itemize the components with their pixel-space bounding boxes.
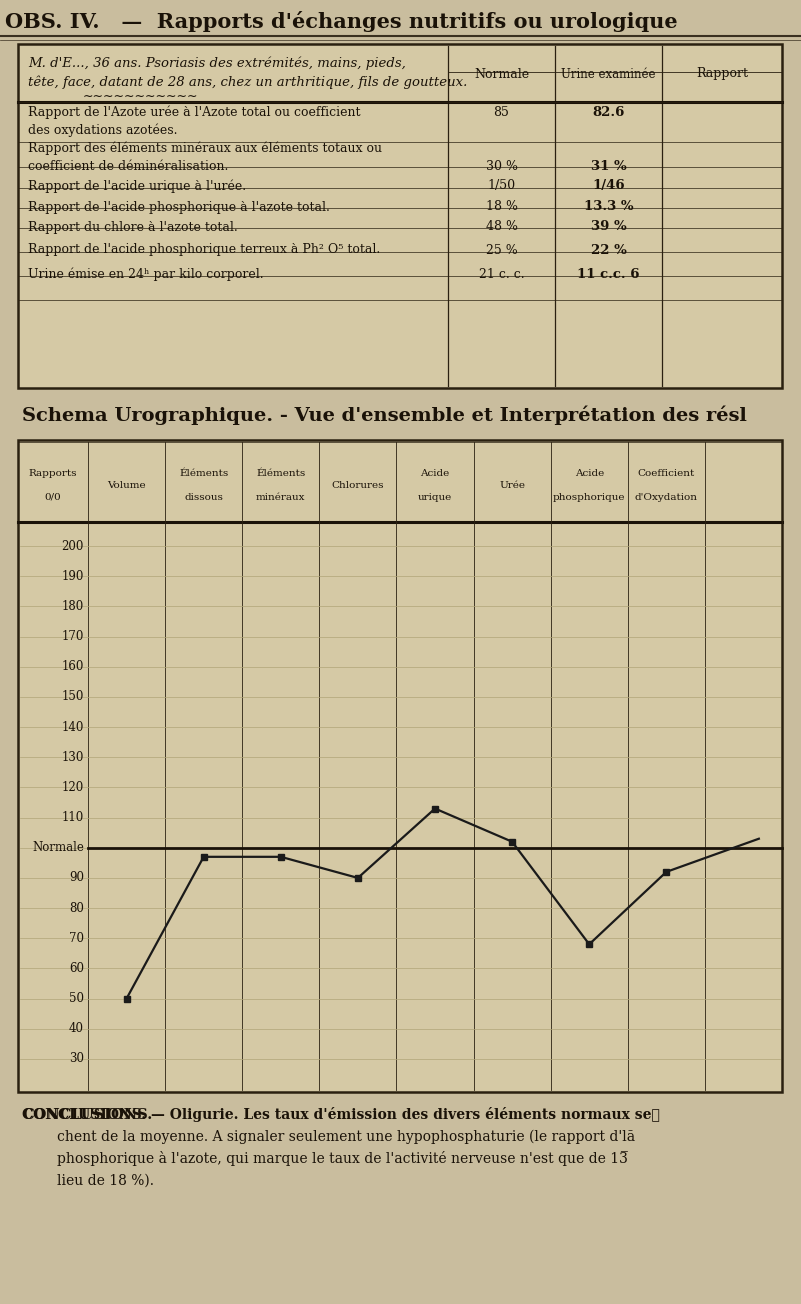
Text: urique: urique [418,493,452,502]
Text: Rapport de l'acide phosphorique à l'azote total.: Rapport de l'acide phosphorique à l'azot… [28,201,330,214]
Text: 150: 150 [62,690,84,703]
Text: Rapport: Rapport [696,68,748,81]
Text: 130: 130 [62,751,84,764]
Text: Rapport de l'acide urique à l'urée.: Rapport de l'acide urique à l'urée. [28,179,246,193]
Text: OBS. IV.   —  Rapports d'échanges nutritifs ou urologique: OBS. IV. — Rapports d'échanges nutritifs… [5,12,678,33]
Text: Normale: Normale [474,68,529,81]
Text: phosphorique à l'azote, qui marque le taux de l'activité nerveuse n'est que de 1: phosphorique à l'azote, qui marque le ta… [22,1151,628,1167]
Text: 1/46: 1/46 [592,180,625,193]
Text: 60: 60 [69,962,84,975]
Text: lieu de 18 %).: lieu de 18 %). [22,1174,154,1188]
Text: Éléments: Éléments [256,468,305,477]
Text: 190: 190 [62,570,84,583]
Text: 31 %: 31 % [590,159,626,172]
Text: 90: 90 [69,871,84,884]
Text: Normale: Normale [32,841,84,854]
Bar [18,44,782,389]
Text: CONCLUSIONS. — Oligurie. Les taux d'émission des divers éléments normaux se⸻: CONCLUSIONS. — Oligurie. Les taux d'émis… [22,1107,660,1123]
Text: 22 %: 22 % [590,244,626,257]
Text: coefficient de déminéralisation.: coefficient de déminéralisation. [28,159,228,172]
Bar [18,439,782,1091]
Text: Urine émise en 24ʰ par kilo corporel.: Urine émise en 24ʰ par kilo corporel. [28,267,264,280]
Text: 39 %: 39 % [590,220,626,233]
Text: 18 %: 18 % [485,201,517,214]
Text: 85: 85 [493,106,509,119]
Text: 180: 180 [62,600,84,613]
Text: minéraux: minéraux [256,493,305,502]
Text: Acide: Acide [421,468,449,477]
Text: 21 c. c.: 21 c. c. [479,267,525,280]
Text: Rapport des éléments minéraux aux éléments totaux ou: Rapport des éléments minéraux aux élémen… [28,141,382,155]
Text: Rapports: Rapports [29,468,77,477]
Text: 160: 160 [62,660,84,673]
Text: 140: 140 [62,721,84,734]
Text: tête, face, datant de 28 ans, chez un arthritique, fils de goutteux.: tête, face, datant de 28 ans, chez un ar… [28,76,467,89]
Text: 30: 30 [69,1052,84,1065]
Text: Rapport de l'acide phosphorique terreux à Ph² O⁵ total.: Rapport de l'acide phosphorique terreux … [28,244,380,257]
Text: 30 %: 30 % [485,159,517,172]
Text: d'Oxydation: d'Oxydation [635,493,698,502]
Text: 25 %: 25 % [485,244,517,257]
Text: 110: 110 [62,811,84,824]
Text: 40: 40 [69,1022,84,1035]
Text: Chlorures: Chlorures [332,480,384,489]
Text: 170: 170 [62,630,84,643]
Text: Rapport du chlore à l'azote total.: Rapport du chlore à l'azote total. [28,220,238,233]
Text: 50: 50 [69,992,84,1005]
Text: Acide: Acide [574,468,604,477]
Text: phosphorique: phosphorique [553,493,626,502]
Text: M. d'E..., 36 ans. Psoriasis des extrémités, mains, pieds,: M. d'E..., 36 ans. Psoriasis des extrémi… [28,56,406,69]
Text: Volume: Volume [107,480,146,489]
Text: Urine examinée: Urine examinée [562,68,656,81]
Text: Coefficient: Coefficient [638,468,695,477]
Text: 11 c.c. 6: 11 c.c. 6 [578,267,640,280]
Text: Urée: Urée [499,480,525,489]
Text: CONCLUSIONS.: CONCLUSIONS. [22,1108,152,1121]
Text: 200: 200 [62,540,84,553]
Text: Schema Urographique. - Vue d'ensemble et Interprétation des résl: Schema Urographique. - Vue d'ensemble et… [22,406,747,425]
Text: dissous: dissous [184,493,223,502]
Text: 70: 70 [69,932,84,945]
Text: 80: 80 [69,901,84,914]
Text: Rapport de l'Azote urée à l'Azote total ou coefficient: Rapport de l'Azote urée à l'Azote total … [28,106,360,119]
Text: 48 %: 48 % [485,220,517,233]
Text: 1/50: 1/50 [488,180,516,193]
Text: ∼∼∼∼∼∼∼∼∼∼∼: ∼∼∼∼∼∼∼∼∼∼∼ [83,90,199,103]
Text: 0/0: 0/0 [45,493,62,502]
Text: 13.3 %: 13.3 % [584,201,634,214]
Text: 82.6: 82.6 [592,106,625,119]
Text: des oxydations azotées.: des oxydations azotées. [28,124,178,137]
Text: 120: 120 [62,781,84,794]
Text: Éléments: Éléments [179,468,228,477]
Text: chent de la moyenne. A signaler seulement une hypophosphaturie (le rapport d'lā: chent de la moyenne. A signaler seulemen… [22,1129,635,1144]
